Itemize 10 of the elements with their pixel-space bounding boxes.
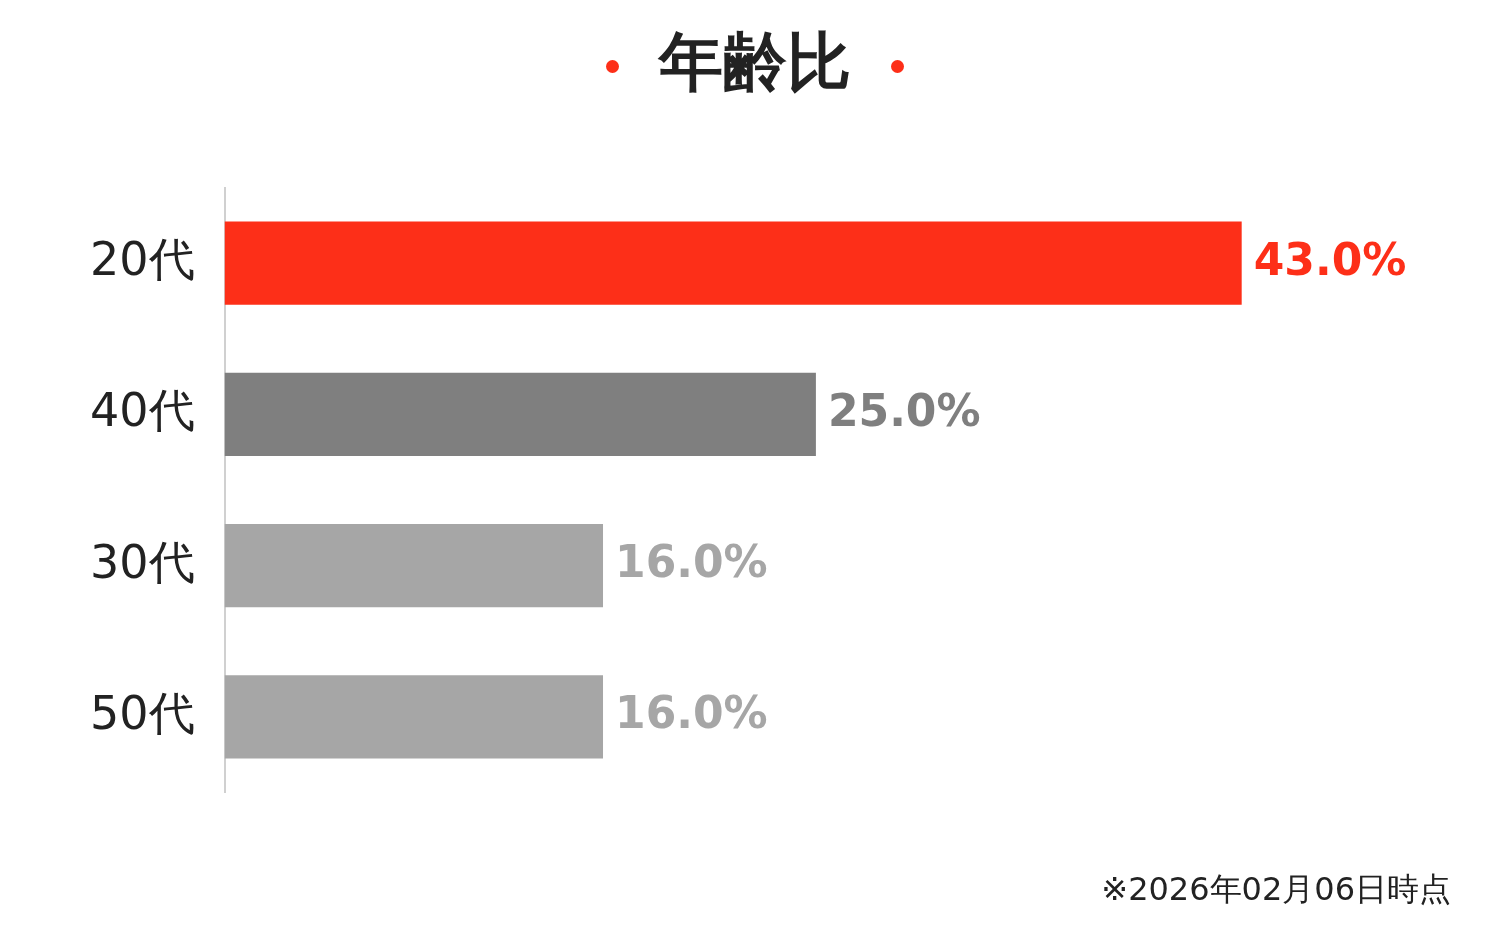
data-label: 25.0% (827, 384, 981, 436)
y-tick-label: 50代 (89, 685, 195, 740)
data-label: 16.0% (615, 687, 768, 739)
data-label: 43.0% (1253, 233, 1407, 285)
chart-title: 年齢比 (658, 25, 851, 99)
y-tick-label: 40代 (89, 383, 195, 438)
y-tick-label: 20代 (89, 232, 195, 287)
y-tick-label: 30代 (89, 534, 195, 589)
data-label: 16.0% (615, 536, 768, 588)
text: ※2026年02月06日時点 (1101, 869, 1451, 910)
